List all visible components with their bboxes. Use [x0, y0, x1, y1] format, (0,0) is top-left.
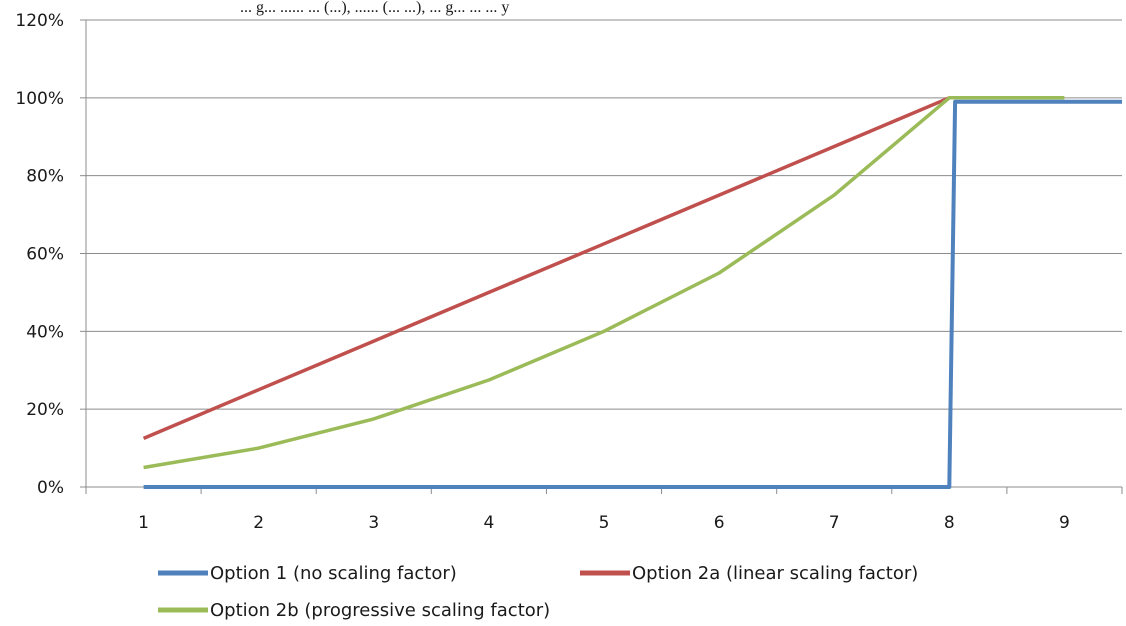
cropped-header-text: ... g... ...... ... (...), ...... (... .… [240, 0, 509, 16]
legend-label-1: Option 1 (no scaling factor) [210, 563, 457, 584]
gridlines [86, 19, 1122, 410]
x-tick-label: 9 [1059, 513, 1070, 533]
y-tick-label: 0% [37, 478, 64, 498]
x-tick-label: 5 [599, 513, 610, 533]
y-tick-label: 40% [26, 322, 64, 342]
x-tick-label: 4 [483, 513, 494, 533]
x-tick-label: 2 [253, 513, 264, 533]
y-tick-label: 20% [26, 400, 64, 420]
x-axis-tick-labels: 1 2 3 4 5 6 7 8 9 [138, 513, 1070, 533]
axes [80, 19, 1123, 494]
y-tick-label: 120% [15, 11, 64, 31]
legend: Option 1 (no scaling factor) Option 2a (l… [158, 563, 918, 621]
series-line-2 [142, 96, 950, 441]
legend-label-3: Option 2b (progressive scaling factor) [210, 600, 550, 621]
x-tick-label: 1 [138, 513, 149, 533]
legend-label-2: Option 2a (linear scaling factor) [632, 563, 918, 584]
series-line-1 [143, 99, 1122, 489]
series-line-3 [143, 96, 1065, 470]
series-lines [142, 96, 1122, 489]
x-tick-label: 7 [829, 513, 840, 533]
x-tick-label: 8 [944, 513, 955, 533]
y-tick-label: 100% [15, 89, 64, 109]
y-axis-tick-labels: 0% 20% 40% 60% 80% 100% 120% [15, 11, 64, 498]
x-tick-label: 3 [368, 513, 379, 533]
y-tick-label: 80% [26, 167, 64, 187]
x-tick-label: 6 [714, 513, 725, 533]
y-tick-label: 60% [26, 245, 64, 265]
